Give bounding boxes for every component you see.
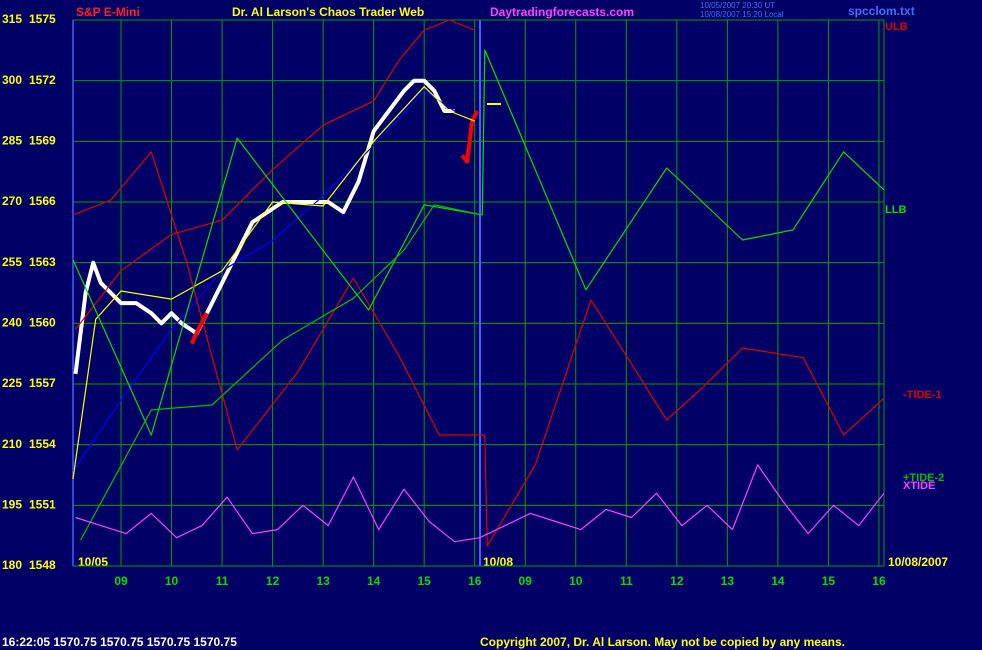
date-label: 10/08/2007	[888, 555, 948, 569]
x-tick-label: 13	[316, 574, 330, 588]
instrument-label: S&P E-Mini	[76, 5, 140, 19]
date-label: 10/05	[78, 555, 108, 569]
y-tick-label: 270	[2, 194, 22, 208]
series-line	[80, 204, 483, 541]
series-label: +TIDE-2	[903, 472, 944, 484]
y-tick-label: 240	[2, 316, 22, 330]
x-tick-label: 14	[367, 574, 381, 588]
quote-line: 16:22:05 1570.75 1570.75 1570.75 1570.75	[2, 635, 237, 649]
series-line	[72, 86, 475, 480]
y-tick-label: 210	[2, 437, 22, 451]
x-tick-label: 13	[721, 574, 735, 588]
x-tick-label: 15	[418, 574, 432, 588]
copyright: Copyright 2007, Dr. Al Larson. May not b…	[480, 635, 845, 649]
series-line	[73, 78, 455, 375]
x-tick-label: 12	[266, 574, 280, 588]
x-tick-label: 14	[771, 574, 785, 588]
y2-tick-label: 1563	[29, 255, 56, 269]
y2-tick-label: 1575	[29, 12, 56, 26]
y-tick-label: 195	[2, 498, 22, 512]
series-label: XTIDE	[903, 480, 935, 492]
y2-tick-label: 1548	[29, 558, 56, 572]
x-tick-label: 11	[216, 574, 229, 588]
y-tick-label: 300	[2, 73, 22, 87]
y2-tick-label: 1551	[29, 498, 56, 512]
x-tick-label: 15	[822, 574, 836, 588]
y-tick-label: 180	[2, 558, 22, 572]
chart-title: Dr. Al Larson's Chaos Trader Web	[232, 5, 424, 19]
y-tick-label: 285	[2, 134, 22, 148]
x-tick-label: 12	[670, 574, 684, 588]
x-tick-label: 10	[165, 574, 179, 588]
date-label: 10/08	[483, 555, 513, 569]
y-tick-label: 315	[2, 12, 22, 26]
series-line	[189, 110, 479, 345]
series-line	[75, 19, 475, 330]
series-label: LLB	[885, 204, 906, 216]
stamp: 10/08/2007 15:20 Local	[700, 10, 784, 19]
series-label: ULB	[885, 21, 908, 33]
file-label: spcclom.txt	[848, 4, 915, 18]
y2-tick-label: 1554	[29, 437, 56, 451]
series-line	[72, 151, 885, 547]
y-tick-label: 255	[2, 255, 22, 269]
x-tick-label: 16	[468, 574, 482, 588]
series-line	[72, 90, 455, 472]
series-line	[75, 464, 885, 543]
site-label: Daytradingforecasts.com	[490, 5, 634, 19]
y2-tick-label: 1566	[29, 194, 56, 208]
x-tick-label: 09	[519, 574, 533, 588]
y2-tick-label: 1572	[29, 73, 56, 87]
y2-tick-label: 1569	[29, 134, 56, 148]
y-tick-label: 225	[2, 376, 22, 390]
y2-tick-label: 1560	[29, 316, 56, 330]
x-tick-label: 09	[114, 574, 128, 588]
x-tick-label: 10	[569, 574, 583, 588]
series-label: -TIDE-1	[903, 389, 942, 401]
x-tick-label: 11	[620, 574, 633, 588]
stamp: 10/05/2007 20:30 UT	[700, 1, 775, 10]
y2-tick-label: 1557	[29, 376, 56, 390]
x-tick-label: 16	[872, 574, 886, 588]
series-line	[72, 49, 885, 436]
